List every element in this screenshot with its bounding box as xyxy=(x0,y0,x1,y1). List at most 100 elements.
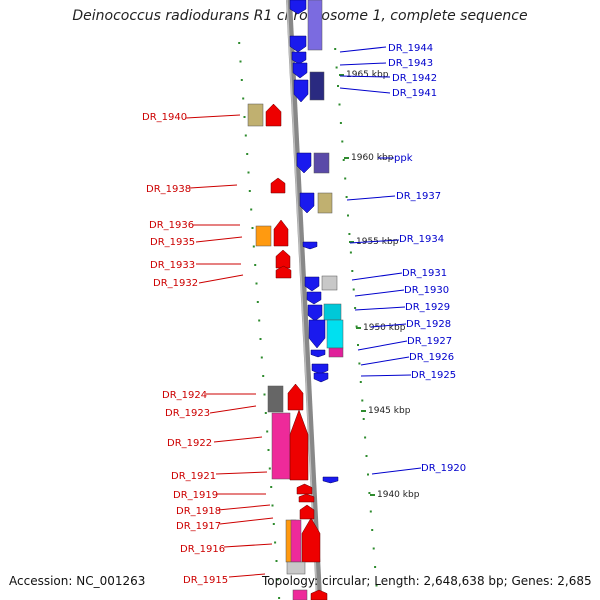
gene-arrow-plus[interactable] xyxy=(275,265,292,279)
gene-label-minus[interactable]: DR_1929 xyxy=(405,302,450,313)
gene-arrow-plus[interactable] xyxy=(270,177,286,194)
gene-leader-line xyxy=(213,436,263,443)
gene-block-minus[interactable] xyxy=(307,0,323,51)
gene-arrow-plus[interactable] xyxy=(287,383,304,411)
gene-arrow-plus[interactable] xyxy=(296,483,313,495)
gene-label-plus[interactable]: DR_1916 xyxy=(180,544,225,555)
gene-label-minus[interactable]: DR_1934 xyxy=(399,234,444,245)
gene-block-plus[interactable] xyxy=(286,561,306,575)
tick-mark-right xyxy=(375,584,378,587)
gene-block-plus[interactable] xyxy=(247,103,264,127)
gene-block-minus[interactable] xyxy=(328,347,344,358)
gene-label-minus[interactable]: ppk xyxy=(394,153,413,164)
gene-arrow-minus[interactable] xyxy=(293,79,309,103)
gene-arrow-minus[interactable] xyxy=(291,51,307,65)
gene-label-minus[interactable]: DR_1930 xyxy=(404,285,449,296)
gene-block-minus[interactable] xyxy=(317,192,333,214)
gene-arrow-minus[interactable] xyxy=(296,152,312,174)
gene-block-plus[interactable] xyxy=(290,519,302,563)
gene-arrow-plus[interactable] xyxy=(275,249,291,269)
gene-label-plus[interactable]: DR_1921 xyxy=(171,471,216,482)
tick-mark-right xyxy=(351,270,354,272)
gene-leader-line xyxy=(189,184,238,189)
gene-label-minus[interactable]: DR_1928 xyxy=(406,319,451,330)
gene-label-minus[interactable]: DR_1942 xyxy=(392,73,437,84)
gene-arrow-minus[interactable] xyxy=(313,372,329,383)
gene-label-plus[interactable]: DR_1935 xyxy=(150,237,195,248)
gene-arrow-minus[interactable] xyxy=(322,476,339,484)
gene-arrow-minus[interactable] xyxy=(299,192,315,214)
gene-label-plus[interactable]: DR_1918 xyxy=(176,506,221,517)
tick-mark-left xyxy=(246,153,249,155)
tick-mark-left xyxy=(248,190,251,192)
gene-label-minus[interactable]: DR_1920 xyxy=(421,463,466,474)
gene-arrow-plus[interactable] xyxy=(298,493,315,503)
gene-leader-line xyxy=(354,289,405,297)
tick-mark-right xyxy=(362,418,365,420)
gene-block-minus[interactable] xyxy=(313,152,330,174)
gene-arrow-plus[interactable] xyxy=(289,409,309,481)
gene-label-minus[interactable]: DR_1941 xyxy=(392,88,437,99)
gene-label-plus[interactable]: DR_1922 xyxy=(167,438,212,449)
tick-mark-left xyxy=(272,523,275,525)
gene-leader-line xyxy=(339,62,387,66)
tick-mark-left xyxy=(239,60,242,63)
gene-arrow-plus[interactable] xyxy=(265,103,282,127)
gene-label-plus[interactable]: DR_1932 xyxy=(153,278,198,289)
tick-mark-left xyxy=(263,393,266,396)
gene-label-plus[interactable]: DR_1933 xyxy=(150,260,195,271)
gene-arrow-minus[interactable] xyxy=(304,276,320,292)
gene-leader-line xyxy=(223,543,273,548)
tick-mark-left xyxy=(264,412,267,414)
gene-arrow-plus[interactable] xyxy=(273,219,289,247)
gene-block-plus[interactable] xyxy=(255,225,272,247)
gene-arrow-minus[interactable] xyxy=(310,349,326,358)
gene-leader-line xyxy=(215,471,268,475)
gene-label-plus[interactable]: DR_1919 xyxy=(173,490,218,501)
gene-arrow-minus[interactable] xyxy=(308,319,326,349)
gene-label-plus[interactable]: DR_1917 xyxy=(176,521,221,532)
gene-arrow-minus[interactable] xyxy=(302,241,318,250)
gene-arrow-minus[interactable] xyxy=(306,291,322,305)
gene-arrow-plus[interactable] xyxy=(301,517,321,563)
tick-mark-left xyxy=(252,245,255,248)
gene-arrow-minus[interactable] xyxy=(289,0,307,15)
gene-block-minus[interactable] xyxy=(321,275,338,291)
gene-arrow-minus[interactable] xyxy=(289,35,307,53)
gene-label-minus[interactable]: DR_1925 xyxy=(411,370,456,381)
tick-mark-right xyxy=(368,492,371,494)
gene-label-plus[interactable]: DR_1936 xyxy=(149,220,194,231)
gene-label-minus[interactable]: DR_1931 xyxy=(402,268,447,279)
gene-block-plus[interactable] xyxy=(292,589,308,600)
gene-label-plus[interactable]: DR_1923 xyxy=(165,408,210,419)
tick-mark-right xyxy=(347,214,349,217)
gene-leader-line xyxy=(370,323,407,328)
gene-arrow-minus[interactable] xyxy=(292,62,308,79)
kbp-mark-label: 1950 kbp xyxy=(363,323,406,333)
gene-label-plus[interactable]: DR_1938 xyxy=(146,184,191,195)
gene-arrow-minus[interactable] xyxy=(307,304,323,322)
tick-mark-right xyxy=(345,196,348,198)
tick-mark-right xyxy=(339,122,342,124)
gene-arrow-plus[interactable] xyxy=(310,589,328,600)
gene-label-minus[interactable]: DR_1927 xyxy=(407,336,452,347)
gene-block-plus[interactable] xyxy=(267,385,284,413)
gene-label-minus[interactable]: DR_1926 xyxy=(409,352,454,363)
gene-label-minus[interactable]: DR_1944 xyxy=(388,43,433,54)
gene-arrow-minus[interactable] xyxy=(311,363,329,375)
gene-leader-line xyxy=(195,236,243,243)
gene-block-minus[interactable] xyxy=(309,71,325,101)
tick-mark-left xyxy=(260,356,263,359)
tick-mark-right xyxy=(344,177,347,180)
gene-label-minus[interactable]: DR_1943 xyxy=(388,58,433,69)
gene-block-minus[interactable] xyxy=(323,303,342,321)
gene-block-minus[interactable] xyxy=(326,319,344,349)
tick-mark-left xyxy=(256,301,259,303)
gene-label-plus[interactable]: DR_1924 xyxy=(162,390,207,401)
tick-mark-left xyxy=(251,227,254,229)
gene-block-plus[interactable] xyxy=(271,412,291,480)
gene-label-plus[interactable]: DR_1915 xyxy=(183,575,228,586)
tick-mark-right xyxy=(341,140,344,143)
gene-label-plus[interactable]: DR_1940 xyxy=(142,112,187,123)
gene-label-minus[interactable]: DR_1937 xyxy=(396,191,441,202)
